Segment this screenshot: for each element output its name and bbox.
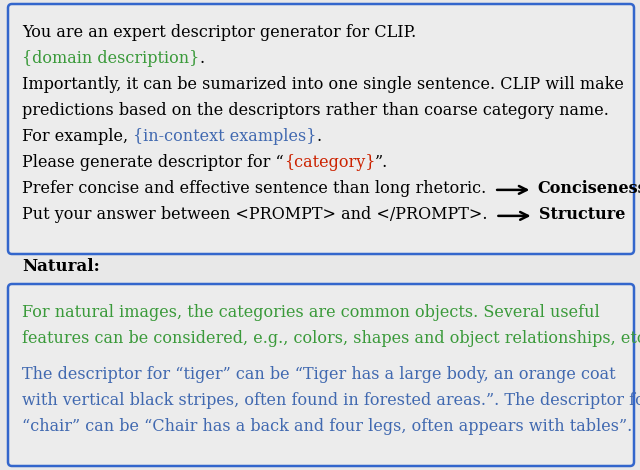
Text: ”.: ”. [375,154,388,171]
Text: Put your answer between <PROMPT> and </PROMPT>.: Put your answer between <PROMPT> and </P… [22,206,488,223]
Text: .: . [200,50,205,67]
Text: For example,: For example, [22,128,133,145]
Text: features can be considered, e.g., colors, shapes and object relationships, etc.: features can be considered, e.g., colors… [22,330,640,347]
Text: “chair” can be “Chair has a back and four legs, often appears with tables”.: “chair” can be “Chair has a back and fou… [22,418,632,435]
Text: Please generate descriptor for “: Please generate descriptor for “ [22,154,284,171]
Text: predictions based on the descriptors rather than coarse category name.: predictions based on the descriptors rat… [22,102,609,119]
FancyBboxPatch shape [8,284,634,466]
Text: Importantly, it can be sumarized into one single sentence. CLIP will make: Importantly, it can be sumarized into on… [22,76,624,93]
FancyBboxPatch shape [8,4,634,254]
Text: Natural:: Natural: [22,258,100,275]
Text: The descriptor for “tiger” can be “Tiger has a large body, an orange coat: The descriptor for “tiger” can be “Tiger… [22,366,616,383]
Text: Conciseness: Conciseness [537,180,640,197]
Text: Prefer concise and effective sentence than long rhetoric.: Prefer concise and effective sentence th… [22,180,486,197]
Text: {in-context examples}: {in-context examples} [133,128,317,145]
Text: Structure: Structure [538,206,625,223]
Text: {domain description}: {domain description} [22,50,200,67]
Text: .: . [317,128,322,145]
Text: with vertical black stripes, often found in forested areas.”. The descriptor for: with vertical black stripes, often found… [22,392,640,409]
Text: For natural images, the categories are common objects. Several useful: For natural images, the categories are c… [22,304,600,321]
Text: {category}: {category} [284,154,375,171]
Text: You are an expert descriptor generator for CLIP.: You are an expert descriptor generator f… [22,24,416,41]
